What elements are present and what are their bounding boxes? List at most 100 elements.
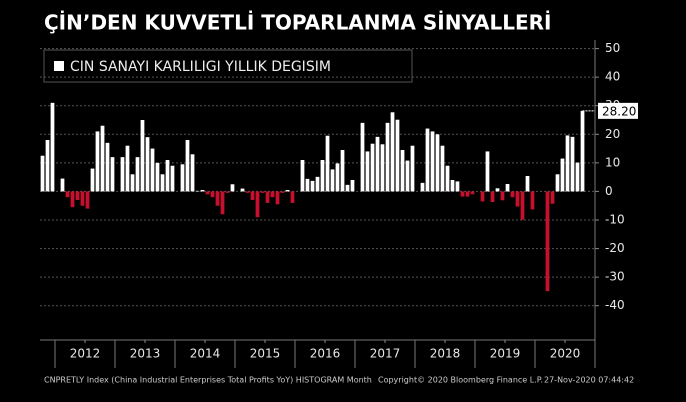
- bar: [565, 135, 570, 192]
- bar: [95, 131, 100, 192]
- bar: [135, 157, 140, 192]
- bar: [300, 160, 305, 192]
- bar: [325, 135, 330, 192]
- bar: [350, 180, 355, 192]
- x-tick-label: 2013: [130, 347, 161, 361]
- bar: [45, 140, 50, 192]
- bar: [165, 160, 170, 192]
- bar: [275, 191, 280, 205]
- x-tick-label: 2018: [430, 347, 461, 361]
- x-tick-label: 2016: [310, 347, 341, 361]
- bar: [465, 191, 470, 197]
- bar: [80, 191, 85, 206]
- bar: [485, 151, 490, 192]
- bar: [400, 150, 405, 192]
- bar: [380, 144, 385, 192]
- bar: [125, 145, 130, 192]
- y-tick-label: 40: [605, 70, 620, 84]
- y-tick-label: 0: [605, 184, 613, 198]
- bar: [395, 119, 400, 192]
- bar: [410, 145, 415, 192]
- y-tick-label: 10: [605, 155, 620, 169]
- y-tick-label: -40: [605, 298, 625, 312]
- bar: [340, 150, 345, 192]
- bar: [145, 137, 150, 192]
- y-tick-label: -30: [605, 270, 625, 284]
- bar: [550, 191, 555, 204]
- bar: [60, 178, 65, 192]
- bar: [190, 154, 195, 192]
- bar: [270, 191, 275, 198]
- bar: [420, 182, 425, 192]
- bar: [530, 191, 535, 210]
- bar: [370, 143, 375, 192]
- bar: [335, 163, 340, 192]
- x-tick-label: 2012: [70, 347, 101, 361]
- bar: [515, 191, 520, 207]
- x-tick-label: 2020: [550, 347, 581, 361]
- x-tick-label: 2019: [490, 347, 521, 361]
- bar: [345, 184, 350, 192]
- bar: [330, 169, 335, 192]
- bar: [170, 165, 175, 192]
- bar: [555, 174, 560, 192]
- footer-source: CNPRETLY Index (China Industrial Enterpr…: [44, 376, 372, 385]
- bar: [520, 191, 525, 220]
- bar: [445, 165, 450, 192]
- bar: [545, 191, 550, 292]
- bar: [425, 128, 430, 192]
- bar: [360, 122, 365, 192]
- bar: [310, 180, 315, 192]
- y-tick-label: 50: [605, 41, 620, 55]
- bar: [390, 112, 395, 192]
- bar: [260, 191, 265, 193]
- bar: [495, 188, 500, 192]
- x-tick-label: 2017: [370, 347, 401, 361]
- bar: [265, 191, 270, 203]
- bar: [510, 191, 515, 198]
- footer-date: 27-Nov-2020 07:44:42: [544, 376, 634, 385]
- bar: [160, 174, 165, 192]
- bar: [70, 191, 75, 208]
- bar: [480, 191, 485, 202]
- bar: [230, 184, 235, 192]
- bar: [65, 191, 70, 198]
- bar: [450, 180, 455, 192]
- bar: [280, 191, 285, 193]
- bar: [320, 160, 325, 192]
- bar: [315, 176, 320, 192]
- y-tick-label: 20: [605, 127, 620, 141]
- bar: [225, 191, 230, 193]
- bar: [430, 131, 435, 192]
- bar: [130, 174, 135, 192]
- bar: [375, 136, 380, 192]
- bar: [180, 164, 185, 192]
- x-tick-label: 2015: [250, 347, 281, 361]
- bar: [85, 191, 90, 209]
- bar: [120, 157, 125, 192]
- x-tick-label: 2014: [190, 347, 221, 361]
- value-label: 28.20: [602, 104, 636, 118]
- bar: [105, 142, 110, 192]
- bar: [205, 191, 210, 195]
- bar: [385, 122, 390, 192]
- y-tick-label: -20: [605, 241, 625, 255]
- bar: [460, 191, 465, 197]
- y-tick-label: -10: [605, 213, 625, 227]
- bar: [220, 191, 225, 215]
- legend-swatch: [54, 61, 64, 71]
- bar: [525, 176, 530, 192]
- bar: [50, 102, 55, 192]
- bar: [290, 191, 295, 203]
- legend-label: CIN SANAYI KARLILIGI YILLIK DEGISIM: [70, 59, 331, 75]
- bar: [155, 162, 160, 192]
- bar: [240, 188, 245, 192]
- bar: [575, 162, 580, 192]
- bar: [560, 158, 565, 192]
- footer-copyright: Copyright© 2020 Bloomberg Finance L.P.: [378, 376, 543, 385]
- bar: [435, 134, 440, 192]
- bar: [140, 120, 145, 192]
- bar: [90, 168, 95, 192]
- bar: [500, 191, 505, 201]
- bar: [470, 191, 475, 195]
